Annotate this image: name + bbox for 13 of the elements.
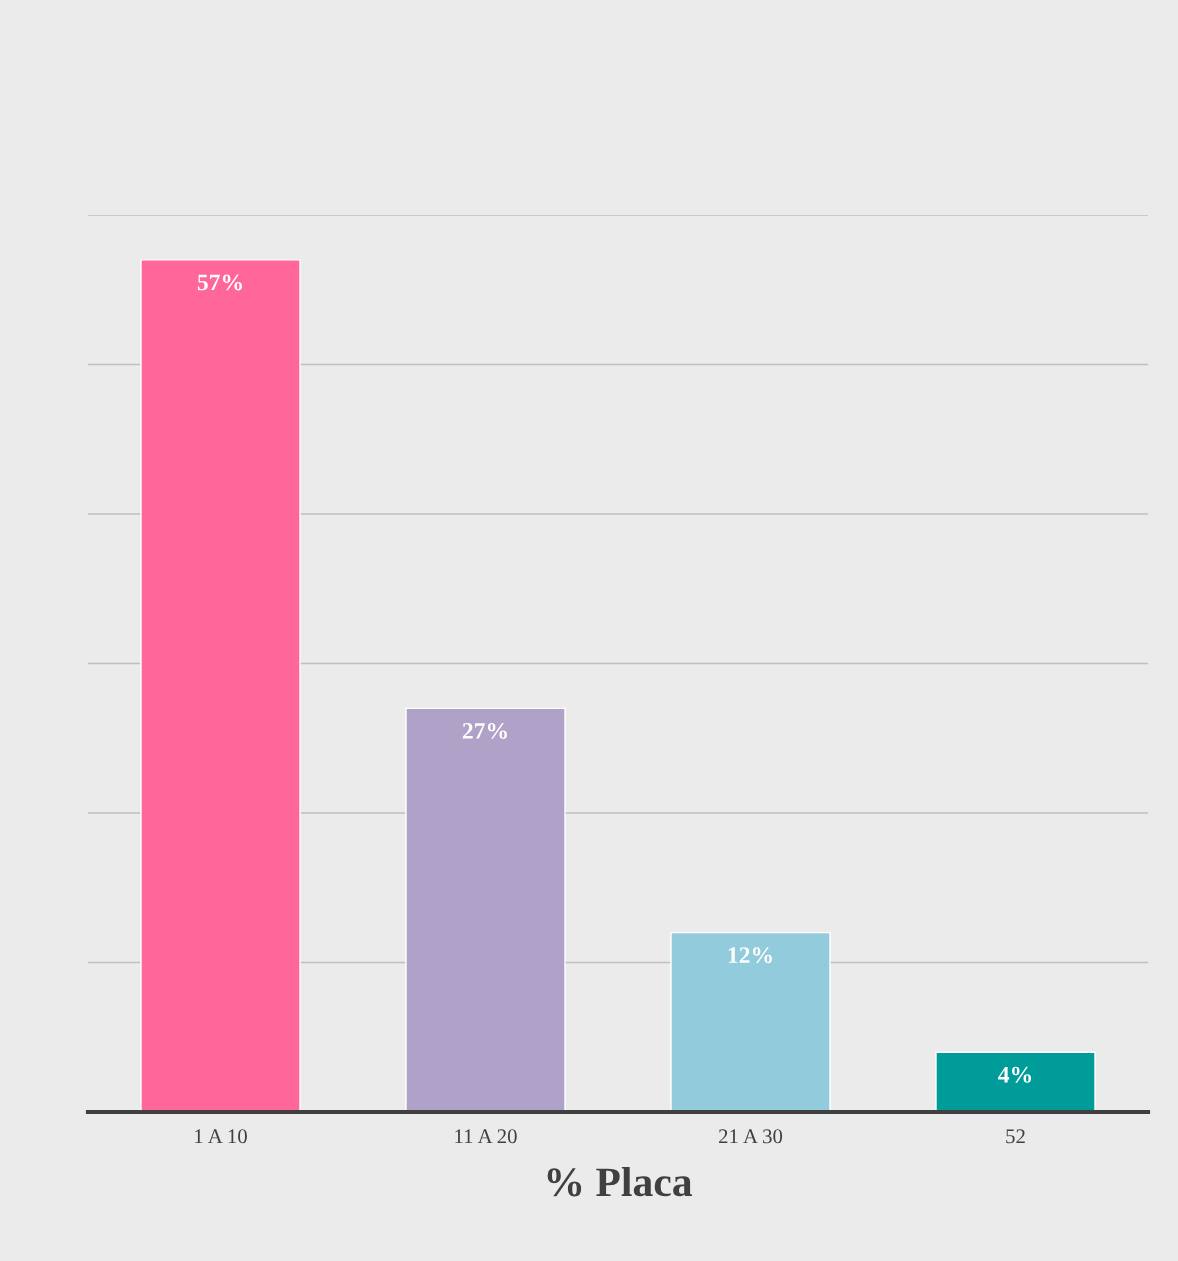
bar bbox=[405, 707, 566, 1112]
x-tick-label: 52 bbox=[1006, 1129, 1025, 1144]
x-axis-title: % Placa bbox=[547, 1167, 692, 1197]
bar bbox=[140, 259, 301, 1112]
data-label: 12% bbox=[728, 947, 772, 964]
data-label: 27% bbox=[462, 722, 507, 739]
data-label: 4% bbox=[998, 1066, 1031, 1083]
bar bbox=[935, 1051, 1096, 1112]
x-tick-label: 21 A 30 bbox=[719, 1129, 783, 1144]
x-tick-label: 1 A 10 bbox=[195, 1129, 247, 1144]
x-tick-label: 11 A 20 bbox=[455, 1129, 517, 1144]
bar bbox=[670, 931, 831, 1112]
data-label: 57% bbox=[197, 274, 242, 291]
